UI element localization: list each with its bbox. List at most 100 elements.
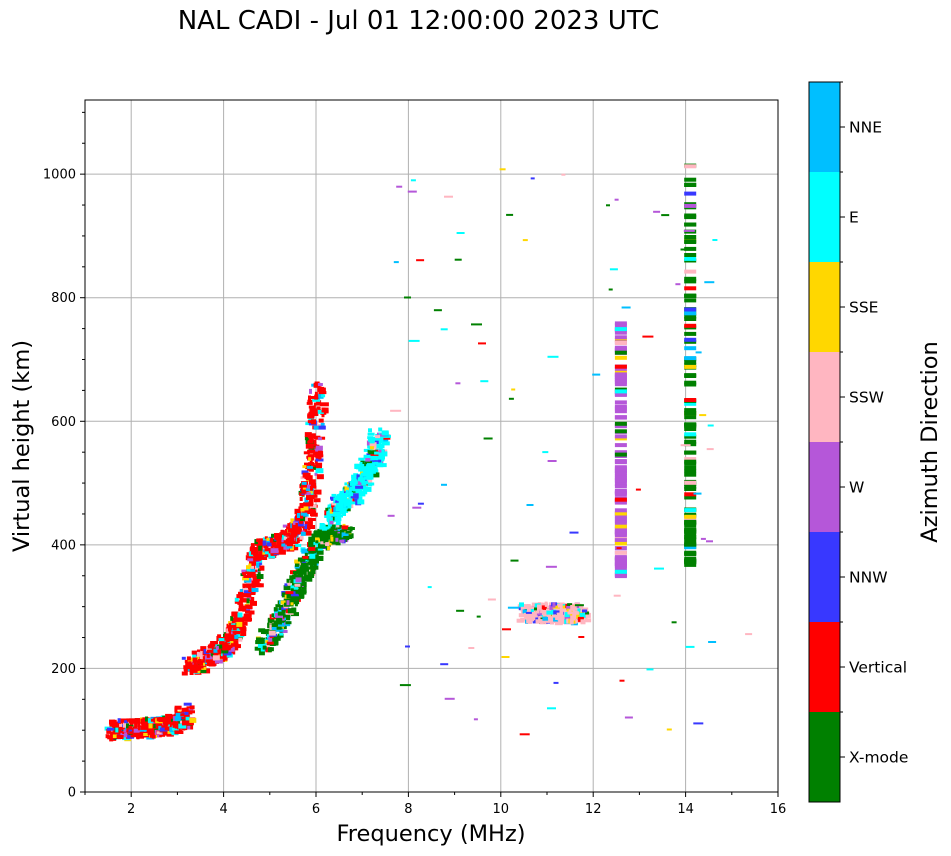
echo-cell <box>249 547 256 552</box>
echo-cell <box>684 540 697 545</box>
echo-cell <box>140 734 145 737</box>
echo-cell <box>290 588 294 593</box>
y-axis-ticks: 0 200 400 600 800 1000 <box>43 111 85 801</box>
colorbar-segment <box>809 622 840 712</box>
echo-cell <box>242 585 246 590</box>
echo-cell <box>145 716 148 722</box>
echo-cell <box>309 498 314 503</box>
echo-cell <box>139 731 143 735</box>
echo-cell <box>370 455 378 460</box>
echo-cell <box>192 653 197 658</box>
echo-cell <box>312 398 321 402</box>
echo-cell <box>135 730 142 735</box>
echo-cell <box>358 496 363 502</box>
echo-cell <box>624 716 633 719</box>
echo-cell <box>201 666 207 670</box>
echo-cell <box>307 413 315 418</box>
echo-cell <box>232 628 239 634</box>
echo-cell <box>684 487 697 491</box>
echo-cell <box>299 497 303 501</box>
echo-cell <box>133 720 140 724</box>
echo-cell <box>238 591 243 596</box>
echo-cell <box>344 497 348 503</box>
echo-cell <box>246 565 250 570</box>
echo-cell <box>542 613 547 617</box>
y-tick-label: 800 <box>51 291 76 306</box>
echo-cell <box>231 617 240 623</box>
echo-cell <box>295 515 300 521</box>
echo-cell <box>258 628 266 633</box>
echo-cell <box>366 473 374 479</box>
echo-cell <box>239 589 243 592</box>
echo-cell <box>348 495 353 499</box>
echo-cell <box>557 603 561 608</box>
echo-cell <box>205 658 214 663</box>
echo-cell <box>317 409 324 414</box>
echo-cell <box>124 730 133 734</box>
echo-cell <box>661 214 670 217</box>
echo-cell <box>266 641 274 645</box>
echo-cell <box>302 561 306 565</box>
echo-cell <box>614 500 627 505</box>
echo-cell <box>671 621 677 624</box>
colorbar-frame <box>808 81 841 803</box>
echo-cell <box>119 723 125 727</box>
echo-cell <box>363 448 370 452</box>
echo-cell <box>247 568 256 572</box>
echo-cell <box>285 621 292 625</box>
echo-cell <box>309 543 316 547</box>
echo-cell <box>184 711 189 715</box>
echo-cell <box>680 248 687 251</box>
echo-cell <box>337 527 342 533</box>
echo-cell <box>313 498 321 503</box>
echo-cell <box>316 393 324 399</box>
echo-cell <box>320 422 325 426</box>
echo-cell <box>124 720 129 724</box>
isolated-echoes <box>387 168 753 736</box>
echo-cell <box>608 288 613 291</box>
echo-cell <box>614 524 627 529</box>
echo-cell <box>407 190 417 193</box>
echo-cell <box>343 503 351 507</box>
echo-cell <box>222 653 227 658</box>
echo-cell <box>381 451 388 457</box>
echo-cell <box>310 485 313 491</box>
colorbar-label-ssw: SSW <box>849 389 884 407</box>
echo-cell <box>294 601 298 607</box>
echo-cell <box>221 657 225 662</box>
echo-cell <box>311 444 318 448</box>
echo-cell <box>232 611 238 615</box>
echo-cell <box>381 441 390 446</box>
echo-cell <box>224 653 233 658</box>
echo-cell <box>303 530 312 536</box>
echo-cell <box>282 544 290 550</box>
echo-cell <box>234 634 239 639</box>
echo-cell <box>228 639 236 645</box>
echo-cell <box>225 637 230 643</box>
echo-cell <box>614 434 627 439</box>
echo-cell <box>294 565 300 569</box>
echo-cell <box>241 621 248 626</box>
echo-cell <box>684 556 697 561</box>
echo-cell <box>684 331 697 336</box>
echo-cell <box>306 502 314 507</box>
echo-cell <box>299 593 305 599</box>
echo-cell <box>115 727 119 733</box>
echo-cell <box>299 576 307 580</box>
echo-cell <box>405 645 410 648</box>
echo-cell <box>368 450 377 455</box>
colorbar-label-vertical: Vertical <box>849 659 907 677</box>
echo-cell <box>745 633 753 636</box>
echo-cell <box>258 562 262 567</box>
echo-cell <box>321 407 326 413</box>
echo-cell <box>365 456 371 462</box>
echo-cell <box>129 731 134 735</box>
echo-cell <box>519 602 524 608</box>
echo-cell <box>159 727 168 732</box>
echo-cell <box>341 525 349 530</box>
echo-cell <box>346 507 351 512</box>
echo-cell <box>148 723 153 729</box>
echo-cell <box>310 396 316 399</box>
echo-cell <box>712 239 718 241</box>
echo-cell <box>291 612 299 617</box>
